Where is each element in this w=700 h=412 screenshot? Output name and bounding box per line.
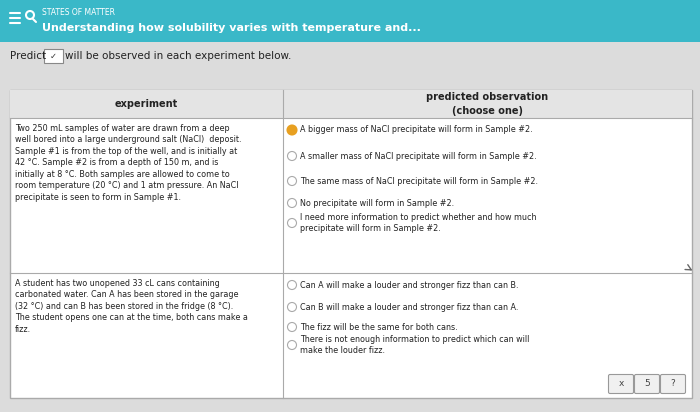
Text: experiment: experiment	[115, 99, 178, 109]
Text: ✓: ✓	[50, 52, 57, 61]
Text: Understanding how solubility varies with temperature and...: Understanding how solubility varies with…	[42, 23, 421, 33]
Circle shape	[288, 218, 297, 227]
Text: There is not enough information to predict which can will
make the louder fizz.: There is not enough information to predi…	[300, 335, 529, 355]
Text: Two 250 mL samples of water are drawn from a deep
well bored into a large underg: Two 250 mL samples of water are drawn fr…	[15, 124, 241, 202]
FancyBboxPatch shape	[661, 375, 685, 393]
Bar	[283, 90, 692, 118]
Text: ?: ?	[671, 379, 676, 389]
Text: predicted observation
(choose one): predicted observation (choose one)	[426, 92, 549, 116]
Circle shape	[288, 126, 297, 134]
Text: A student has two unopened 33 cL cans containing
carbonated water. Can A has bee: A student has two unopened 33 cL cans co…	[15, 279, 248, 334]
Circle shape	[288, 340, 297, 349]
FancyBboxPatch shape	[634, 375, 659, 393]
Circle shape	[288, 281, 297, 290]
Circle shape	[288, 199, 297, 208]
FancyBboxPatch shape	[608, 375, 634, 393]
Bar	[10, 90, 283, 118]
Text: The same mass of NaCl precipitate will form in Sample #2.: The same mass of NaCl precipitate will f…	[300, 176, 538, 185]
Bar	[10, 90, 692, 398]
Circle shape	[288, 152, 297, 161]
Text: will be observed in each experiment below.: will be observed in each experiment belo…	[65, 51, 291, 61]
Circle shape	[288, 302, 297, 311]
Text: Predict: Predict	[10, 51, 46, 61]
Text: No precipitate will form in Sample #2.: No precipitate will form in Sample #2.	[300, 199, 454, 208]
Text: A smaller mass of NaCl precipitate will form in Sample #2.: A smaller mass of NaCl precipitate will …	[300, 152, 537, 161]
Text: A bigger mass of NaCl precipitate will form in Sample #2.: A bigger mass of NaCl precipitate will f…	[300, 126, 533, 134]
Circle shape	[288, 176, 297, 185]
Text: I need more information to predict whether and how much
precipitate will form in: I need more information to predict wheth…	[300, 213, 536, 233]
Text: 5: 5	[644, 379, 650, 389]
Text: x: x	[618, 379, 624, 389]
Text: Can B will make a louder and stronger fizz than can A.: Can B will make a louder and stronger fi…	[300, 302, 519, 311]
Circle shape	[288, 323, 297, 332]
FancyBboxPatch shape	[43, 49, 62, 63]
Bar	[0, 0, 700, 42]
Text: Can A will make a louder and stronger fizz than can B.: Can A will make a louder and stronger fi…	[300, 281, 519, 290]
Text: STATES OF MATTER: STATES OF MATTER	[42, 7, 115, 16]
Text: The fizz will be the same for both cans.: The fizz will be the same for both cans.	[300, 323, 458, 332]
